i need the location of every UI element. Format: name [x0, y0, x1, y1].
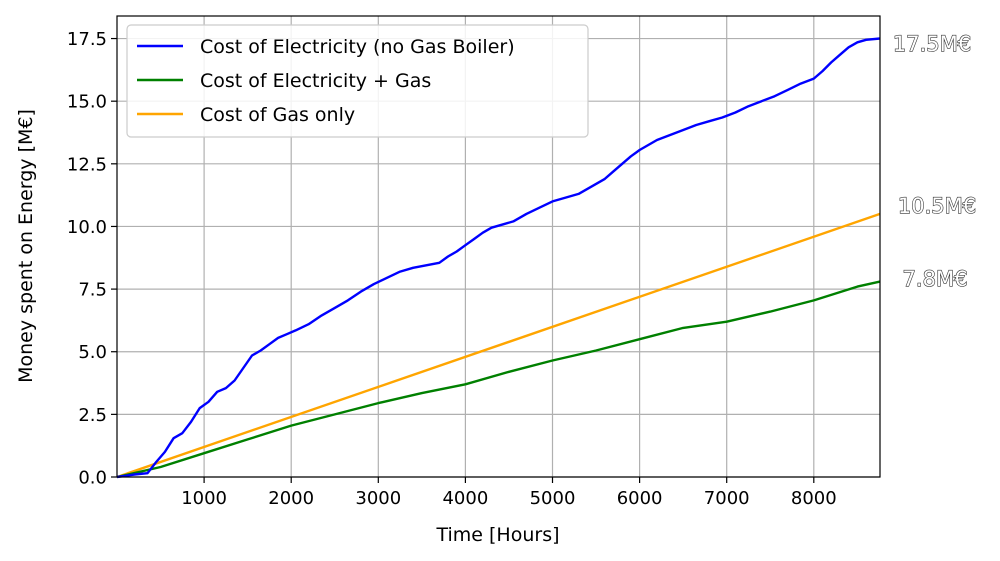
y-tick-label: 2.5	[78, 405, 107, 426]
series-line-2	[116, 212, 881, 479]
y-tick-label: 17.5	[67, 29, 107, 50]
y-tick-label: 5.0	[78, 342, 107, 363]
legend-entry-label: Cost of Gas only	[200, 104, 355, 126]
legend-entry-label: Cost of Electricity + Gas	[200, 70, 431, 92]
series-layer	[116, 37, 881, 479]
x-tick-label: 5000	[530, 488, 576, 509]
end-value-label: 7.8M€	[903, 267, 968, 291]
y-axis-label: Money spent on Energy [M€]	[15, 109, 37, 383]
series-line-1	[116, 280, 881, 479]
y-tick-label: 12.5	[67, 154, 107, 175]
x-tick-label: 3000	[355, 488, 401, 509]
y-tick-label: 0.0	[78, 468, 107, 489]
end-value-label: 17.5M€	[893, 32, 971, 56]
y-tick-label: 10.0	[67, 217, 107, 238]
x-tick-label: 1000	[181, 488, 227, 509]
end-value-labels: 17.5M€ 10.5M€ 7.8M€	[892, 31, 976, 291]
x-tick-label: 8000	[791, 488, 837, 509]
legend-entry-label: Cost of Electricity (no Gas Boiler)	[200, 36, 515, 58]
x-axis-label: Time [Hours]	[435, 524, 559, 546]
y-tick-label: 7.5	[78, 280, 107, 301]
series-line-0	[116, 37, 881, 479]
x-tick-label: 6000	[617, 488, 663, 509]
end-value-label: 10.5M€	[898, 194, 976, 218]
legend-box	[126, 24, 589, 138]
legend: Cost of Electricity (no Gas Boiler) Cost …	[126, 24, 589, 138]
x-tick-label: 7000	[704, 488, 750, 509]
plot-frame	[116, 15, 881, 478]
x-tick-label: 2000	[268, 488, 314, 509]
x-tick-label: 4000	[442, 488, 488, 509]
y-tick-label: 15.0	[67, 92, 107, 113]
axis-ticks: 1000 2000 3000 4000 5000 6000 7000 8000 0.0 2.5 5.…	[67, 29, 837, 509]
